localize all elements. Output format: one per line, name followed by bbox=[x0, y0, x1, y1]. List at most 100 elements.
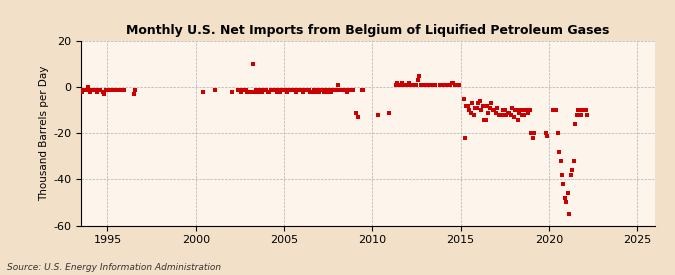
Point bbox=[420, 83, 431, 87]
Point bbox=[526, 131, 537, 136]
Point bbox=[274, 90, 285, 94]
Point bbox=[524, 108, 535, 112]
Point bbox=[314, 90, 325, 94]
Point bbox=[566, 173, 576, 177]
Point bbox=[330, 87, 341, 92]
Point bbox=[101, 87, 111, 92]
Point bbox=[321, 87, 332, 92]
Point bbox=[564, 212, 575, 216]
Point bbox=[89, 87, 100, 92]
Point bbox=[128, 92, 139, 97]
Point bbox=[339, 87, 350, 92]
Point bbox=[308, 87, 319, 92]
Point bbox=[293, 87, 304, 92]
Point bbox=[507, 106, 518, 110]
Point bbox=[570, 122, 580, 127]
Point bbox=[264, 90, 275, 94]
Point bbox=[510, 108, 520, 112]
Point bbox=[335, 87, 346, 92]
Point bbox=[458, 97, 469, 101]
Point bbox=[396, 81, 407, 85]
Point bbox=[390, 83, 401, 87]
Text: Source: U.S. Energy Information Administration: Source: U.S. Energy Information Administ… bbox=[7, 263, 221, 272]
Point bbox=[327, 87, 338, 92]
Point bbox=[493, 113, 504, 117]
Point bbox=[495, 113, 506, 117]
Point bbox=[498, 108, 509, 112]
Point bbox=[77, 90, 88, 94]
Point bbox=[304, 87, 315, 92]
Point bbox=[280, 87, 291, 92]
Point bbox=[198, 90, 209, 94]
Point bbox=[383, 111, 394, 115]
Point bbox=[345, 87, 356, 92]
Point bbox=[399, 83, 410, 87]
Point bbox=[315, 87, 326, 92]
Point bbox=[502, 111, 513, 115]
Point bbox=[496, 113, 507, 117]
Point bbox=[288, 87, 298, 92]
Point bbox=[480, 117, 491, 122]
Point bbox=[84, 90, 95, 94]
Point bbox=[576, 113, 587, 117]
Point bbox=[248, 62, 259, 67]
Point bbox=[78, 87, 89, 92]
Point bbox=[258, 87, 269, 92]
Point bbox=[306, 90, 317, 94]
Point bbox=[317, 87, 328, 92]
Point bbox=[430, 83, 441, 87]
Point bbox=[520, 108, 531, 112]
Point bbox=[435, 83, 446, 87]
Point bbox=[90, 87, 101, 92]
Point bbox=[236, 90, 246, 94]
Point bbox=[489, 108, 500, 112]
Point bbox=[233, 87, 244, 92]
Point bbox=[260, 87, 271, 92]
Point bbox=[299, 87, 310, 92]
Point bbox=[512, 117, 523, 122]
Point bbox=[342, 90, 352, 94]
Point bbox=[255, 90, 266, 94]
Point bbox=[451, 83, 462, 87]
Point bbox=[551, 108, 562, 112]
Point bbox=[336, 87, 347, 92]
Point bbox=[298, 90, 308, 94]
Title: Monthly U.S. Net Imports from Belgium of Liquified Petroleum Gases: Monthly U.S. Net Imports from Belgium of… bbox=[126, 24, 610, 37]
Point bbox=[346, 87, 357, 92]
Point bbox=[92, 90, 103, 94]
Point bbox=[252, 90, 263, 94]
Point bbox=[243, 90, 254, 94]
Point bbox=[283, 87, 294, 92]
Point bbox=[485, 106, 495, 110]
Point bbox=[491, 111, 502, 115]
Point bbox=[319, 90, 329, 94]
Point bbox=[311, 87, 322, 92]
Point bbox=[279, 87, 290, 92]
Point bbox=[295, 87, 306, 92]
Point bbox=[421, 83, 432, 87]
Point bbox=[275, 87, 286, 92]
Point bbox=[558, 182, 569, 186]
Point bbox=[271, 90, 282, 94]
Point bbox=[88, 87, 99, 92]
Point bbox=[313, 87, 323, 92]
Y-axis label: Thousand Barrels per Day: Thousand Barrels per Day bbox=[39, 66, 49, 201]
Point bbox=[67, 87, 78, 92]
Point bbox=[514, 111, 524, 115]
Point bbox=[112, 87, 123, 92]
Point bbox=[240, 87, 251, 92]
Point bbox=[522, 111, 533, 115]
Point bbox=[472, 101, 483, 106]
Point bbox=[209, 87, 220, 92]
Point bbox=[305, 90, 316, 94]
Point bbox=[340, 87, 351, 92]
Point bbox=[552, 131, 563, 136]
Point bbox=[99, 92, 110, 97]
Point bbox=[476, 108, 487, 112]
Point bbox=[73, 87, 84, 92]
Point bbox=[310, 90, 321, 94]
Point bbox=[471, 106, 482, 110]
Point bbox=[292, 87, 302, 92]
Point bbox=[329, 87, 340, 92]
Point bbox=[446, 81, 457, 85]
